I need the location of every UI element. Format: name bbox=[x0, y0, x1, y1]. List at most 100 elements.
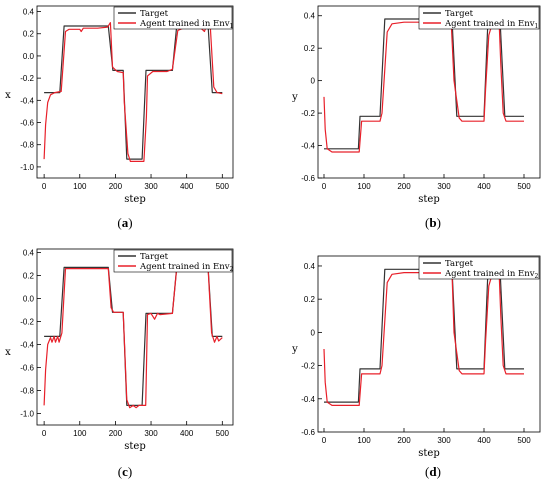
panel-letter: d bbox=[429, 464, 437, 479]
x-axis-label: step bbox=[124, 194, 145, 205]
x-tick-label: 200 bbox=[109, 182, 123, 191]
legend-agent-label: Agent trained in Env1 bbox=[444, 19, 538, 30]
legend-box bbox=[418, 256, 540, 280]
x-tick-label: 100 bbox=[357, 182, 371, 191]
y-tick-label: -0.8 bbox=[20, 141, 34, 150]
x-tick-label: 500 bbox=[517, 182, 531, 191]
legend-agent-label: Agent trained in Env2 bbox=[444, 269, 539, 280]
panel-letter: c bbox=[122, 464, 128, 479]
x-tick-label: 500 bbox=[216, 182, 230, 191]
y-tick-label: 0.2 bbox=[304, 295, 316, 304]
y-tick-label: 0.2 bbox=[23, 271, 35, 280]
series-target-line bbox=[44, 266, 223, 406]
legend-box bbox=[418, 6, 540, 30]
y-tick-label: -1.0 bbox=[20, 163, 34, 172]
x-axis-label: step bbox=[418, 448, 439, 459]
y-tick-label: 0.2 bbox=[304, 44, 316, 53]
panel-letter: a bbox=[122, 215, 129, 230]
plot-frame bbox=[36, 248, 234, 426]
panel-letter: b bbox=[429, 215, 436, 230]
x-axis-label: step bbox=[418, 194, 439, 205]
y-tick-label: -0.8 bbox=[20, 386, 34, 395]
x-tick-label: 500 bbox=[517, 436, 531, 445]
x-tick-label: 400 bbox=[477, 436, 491, 445]
panel-d: 0 100 200 300 400 500 -0.6 -0.4 -0.2 0 0.2 0.4 step y… bbox=[291, 255, 541, 479]
x-tick-label: 100 bbox=[357, 436, 371, 445]
x-tick-label: 400 bbox=[180, 182, 194, 191]
x-tick-label: 200 bbox=[109, 429, 123, 438]
y-axis-label: x bbox=[5, 347, 11, 358]
panel-a: 0 100 200 300 400 500 -1.0 -0.8 -0.6 -0.4 -0.2 0.0 0… bbox=[5, 5, 234, 230]
series-agent-line bbox=[43, 268, 223, 409]
y-tick-label: -0.4 bbox=[20, 96, 34, 105]
panel-caption: (b) bbox=[425, 215, 441, 230]
legend-target-label: Target bbox=[140, 252, 169, 262]
x-tick-label: 0 bbox=[322, 436, 327, 445]
series-agent-line bbox=[323, 265, 524, 406]
panel-b: 0 100 200 300 400 500 -0.6 -0.4 -0.2 0 0.2 0.4 step y… bbox=[291, 5, 541, 230]
legend-box bbox=[113, 6, 233, 30]
panel-c: 0 100 200 300 400 500 -1.0 -0.8 -0.6 -0.4 -0.2 0.0 0… bbox=[5, 248, 233, 479]
y-tick-label: -0.2 bbox=[301, 362, 315, 371]
x-tick-label: 300 bbox=[437, 436, 451, 445]
y-tick-label: -0.6 bbox=[20, 363, 34, 372]
series-agent-line bbox=[323, 21, 524, 153]
x-tick-label: 100 bbox=[73, 182, 87, 191]
y-axis-label: y bbox=[291, 92, 298, 103]
legend-agent-subscript: 1 bbox=[230, 23, 234, 30]
panel-caption: (c) bbox=[118, 464, 132, 479]
series-target-line bbox=[324, 268, 524, 403]
x-tick-label: 300 bbox=[144, 182, 158, 191]
y-tick-label: -0.6 bbox=[301, 428, 315, 437]
legend-target-label: Target bbox=[140, 9, 169, 19]
y-axis-label: x bbox=[5, 90, 11, 101]
legend-agent-label: Agent trained in Env2 bbox=[139, 262, 234, 273]
plot-frame bbox=[317, 255, 541, 433]
legend-agent-label: Agent trained in Env1 bbox=[139, 19, 233, 30]
legend-agent-subscript: 2 bbox=[535, 273, 539, 280]
y-tick-label: -1.0 bbox=[20, 409, 34, 418]
x-tick-label: 300 bbox=[437, 182, 451, 191]
x-tick-label: 100 bbox=[73, 429, 87, 438]
y-tick-label: -0.4 bbox=[20, 340, 34, 349]
legend-target-label: Target bbox=[445, 259, 474, 269]
x-tick-label: 500 bbox=[216, 429, 230, 438]
legend-box bbox=[113, 249, 233, 273]
legend-target-label: Target bbox=[445, 9, 474, 19]
series-agent-line bbox=[43, 20, 223, 162]
y-tick-label: 0.4 bbox=[23, 8, 35, 17]
plot-frame bbox=[36, 5, 234, 179]
y-tick-label: -0.2 bbox=[20, 317, 34, 326]
y-tick-label: 0 bbox=[311, 77, 316, 86]
x-tick-label: 0 bbox=[42, 182, 47, 191]
y-tick-label: -0.4 bbox=[301, 395, 315, 404]
legend-agent-subscript: 2 bbox=[230, 266, 234, 273]
y-tick-label: 0.4 bbox=[304, 262, 316, 271]
y-tick-label: 0.0 bbox=[23, 294, 35, 303]
x-axis-label: step bbox=[124, 441, 145, 452]
x-tick-label: 0 bbox=[322, 182, 327, 191]
y-tick-label: -0.6 bbox=[20, 119, 34, 128]
series-target-line bbox=[324, 18, 524, 150]
y-tick-label: 0.0 bbox=[23, 52, 35, 61]
x-tick-label: 200 bbox=[397, 436, 411, 445]
panel-caption: (a) bbox=[117, 215, 132, 230]
plot-frame bbox=[317, 5, 541, 179]
x-tick-label: 300 bbox=[144, 429, 158, 438]
series-target-line bbox=[44, 25, 223, 160]
legend-agent-subscript: 1 bbox=[535, 23, 539, 30]
y-tick-label: 0.4 bbox=[23, 248, 35, 257]
x-tick-label: 0 bbox=[42, 429, 47, 438]
x-tick-label: 200 bbox=[397, 182, 411, 191]
y-tick-label: 0.4 bbox=[304, 12, 316, 21]
x-tick-label: 400 bbox=[180, 429, 194, 438]
y-tick-label: 0.2 bbox=[23, 30, 35, 39]
y-tick-label: -0.2 bbox=[20, 74, 34, 83]
y-tick-label: -0.6 bbox=[301, 174, 315, 183]
x-tick-label: 400 bbox=[477, 182, 491, 191]
y-axis-label: y bbox=[291, 344, 298, 355]
panel-caption: (d) bbox=[425, 464, 441, 479]
y-tick-label: -0.2 bbox=[301, 109, 315, 118]
y-tick-label: 0 bbox=[311, 328, 316, 337]
